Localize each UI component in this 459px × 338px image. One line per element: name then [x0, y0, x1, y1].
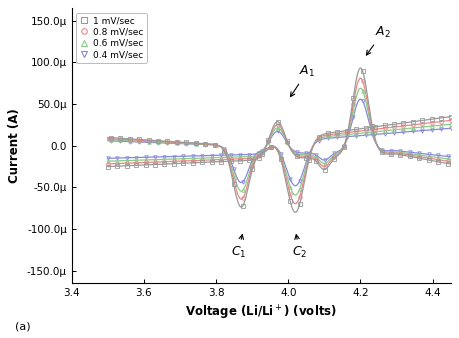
X-axis label: Voltage (Li/Li$^+$) (volts): Voltage (Li/Li$^+$) (volts) — [185, 304, 337, 322]
Text: $A_1$: $A_1$ — [291, 64, 315, 97]
Text: $A_2$: $A_2$ — [366, 25, 391, 55]
Text: $C_1$: $C_1$ — [230, 235, 246, 260]
Y-axis label: Current (A): Current (A) — [8, 108, 21, 183]
Text: (a): (a) — [15, 322, 31, 332]
Text: $C_2$: $C_2$ — [292, 235, 307, 260]
Legend: 1 mV/sec, 0.8 mV/sec, 0.6 mV/sec, 0.4 mV/sec: 1 mV/sec, 0.8 mV/sec, 0.6 mV/sec, 0.4 mV… — [76, 13, 146, 63]
